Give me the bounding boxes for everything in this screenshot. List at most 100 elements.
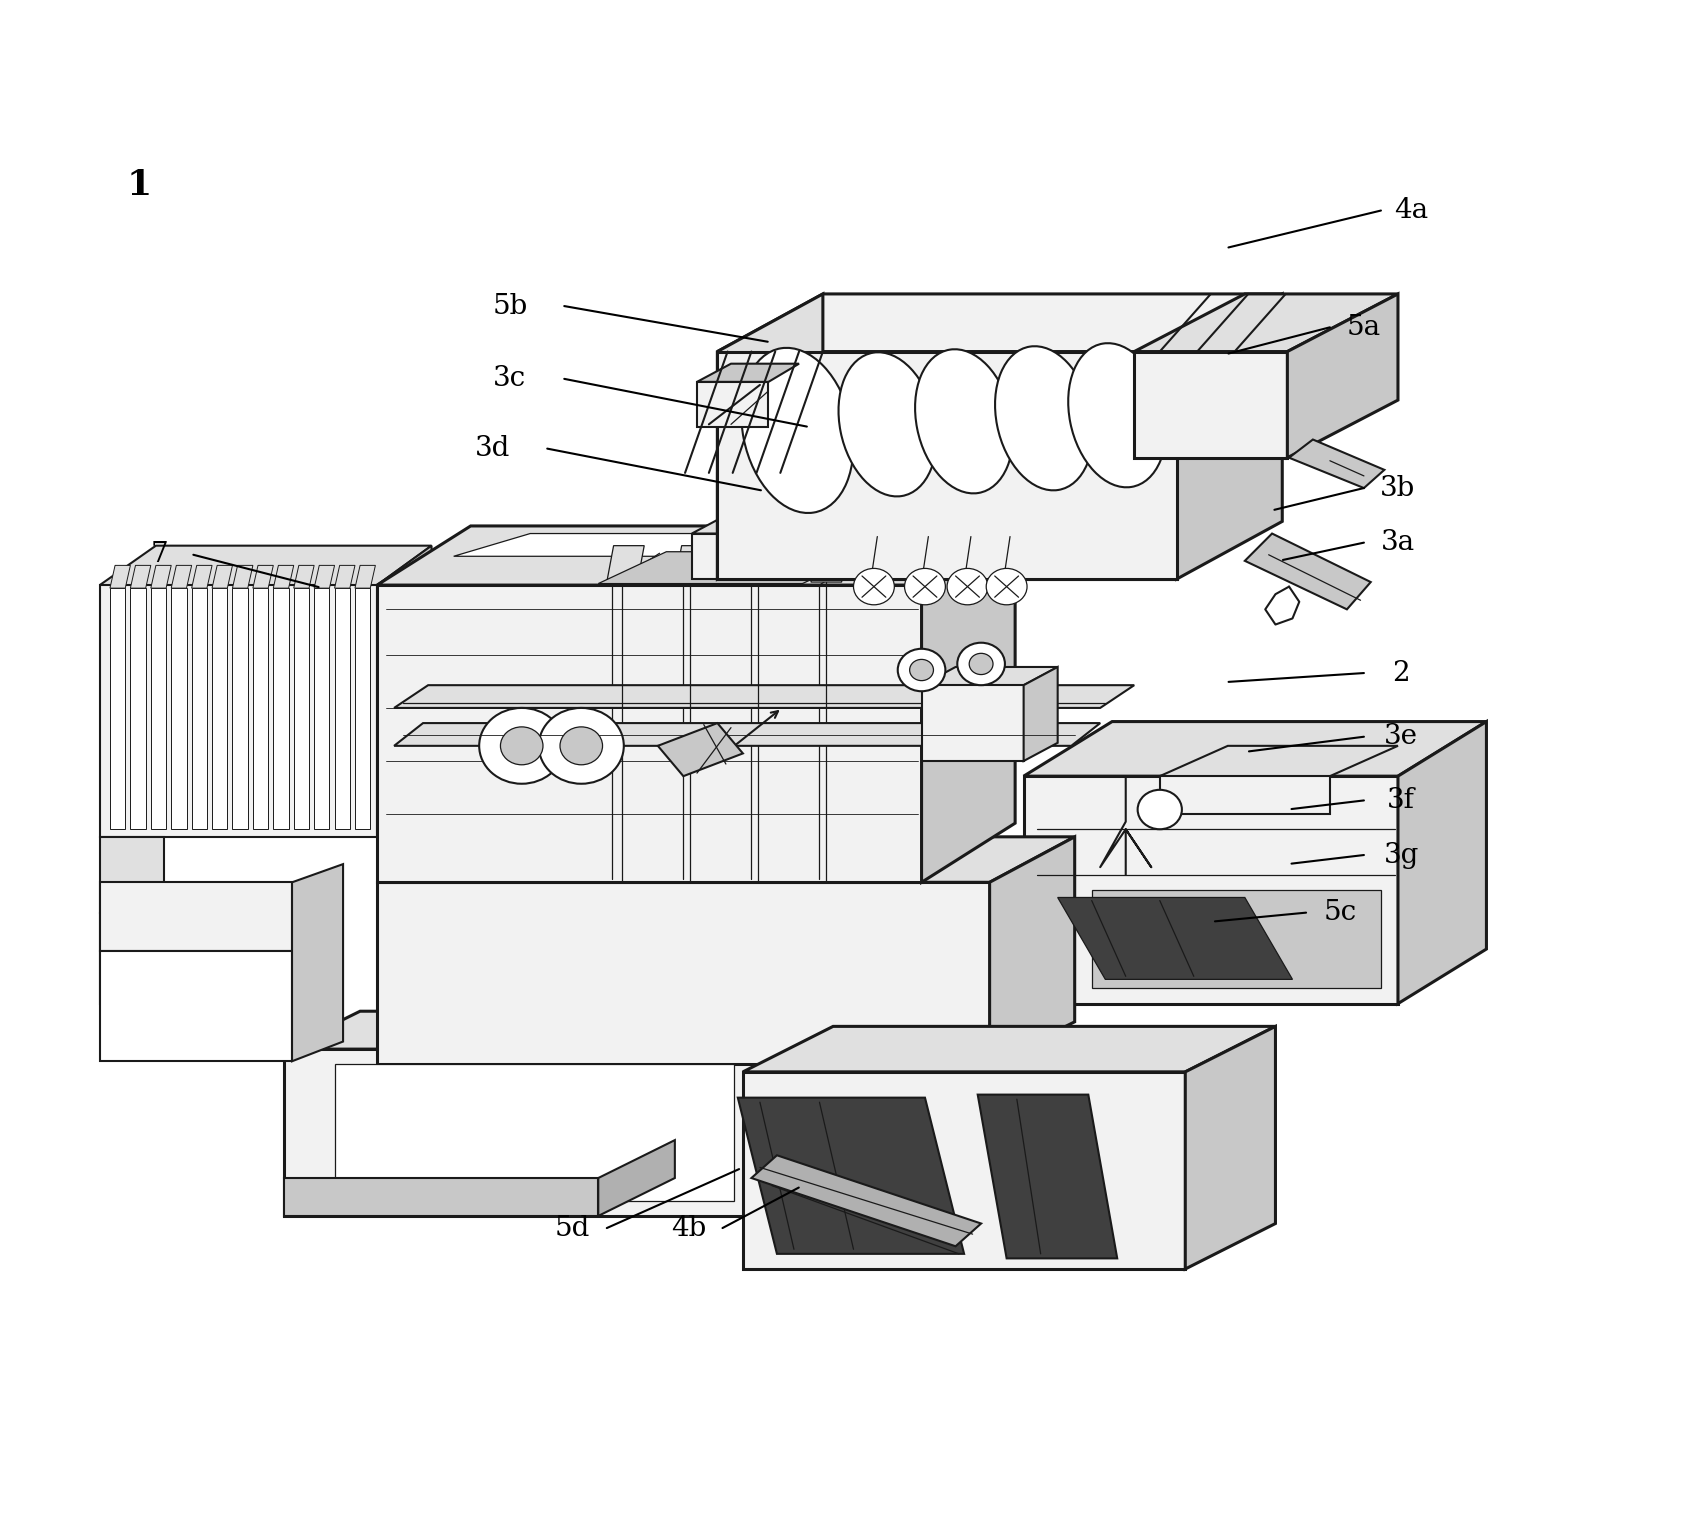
Polygon shape xyxy=(743,1026,1275,1071)
Polygon shape xyxy=(253,565,273,587)
Polygon shape xyxy=(857,537,891,581)
Polygon shape xyxy=(171,565,191,587)
Polygon shape xyxy=(717,416,1282,473)
Polygon shape xyxy=(743,546,780,581)
Ellipse shape xyxy=(915,349,1014,493)
Circle shape xyxy=(854,568,894,604)
Polygon shape xyxy=(717,352,1176,578)
Polygon shape xyxy=(335,565,355,587)
Polygon shape xyxy=(283,1178,597,1216)
Polygon shape xyxy=(1024,721,1487,776)
Polygon shape xyxy=(717,294,823,578)
Polygon shape xyxy=(674,546,712,581)
Polygon shape xyxy=(314,587,329,829)
Text: 3e: 3e xyxy=(1384,723,1419,750)
Polygon shape xyxy=(1024,667,1058,761)
Polygon shape xyxy=(734,501,1058,527)
Circle shape xyxy=(987,568,1028,604)
Text: 4a: 4a xyxy=(1395,196,1429,224)
Polygon shape xyxy=(1244,534,1371,609)
Text: 5a: 5a xyxy=(1347,314,1381,341)
Polygon shape xyxy=(99,883,292,951)
Polygon shape xyxy=(1289,440,1384,489)
Polygon shape xyxy=(922,685,1024,761)
Polygon shape xyxy=(273,587,288,829)
Polygon shape xyxy=(1133,352,1287,458)
Polygon shape xyxy=(737,1097,964,1254)
Polygon shape xyxy=(597,552,871,583)
Polygon shape xyxy=(99,913,164,1003)
Ellipse shape xyxy=(741,349,854,513)
Text: 3b: 3b xyxy=(1381,475,1415,502)
Polygon shape xyxy=(691,489,1133,534)
Circle shape xyxy=(910,659,934,680)
Polygon shape xyxy=(1133,294,1398,352)
Polygon shape xyxy=(171,587,186,829)
Text: 5d: 5d xyxy=(555,1215,591,1242)
Polygon shape xyxy=(109,565,130,587)
Polygon shape xyxy=(191,565,212,587)
Polygon shape xyxy=(273,565,294,587)
Polygon shape xyxy=(811,546,848,581)
Polygon shape xyxy=(990,837,1075,1064)
Polygon shape xyxy=(377,584,922,883)
Polygon shape xyxy=(335,587,350,829)
Polygon shape xyxy=(377,883,990,1064)
Polygon shape xyxy=(1058,898,1292,979)
Polygon shape xyxy=(150,587,166,829)
Polygon shape xyxy=(191,587,207,829)
Polygon shape xyxy=(1398,721,1487,1003)
Polygon shape xyxy=(1159,776,1330,814)
Polygon shape xyxy=(294,565,314,587)
Polygon shape xyxy=(696,382,768,428)
Polygon shape xyxy=(657,723,743,776)
Polygon shape xyxy=(99,837,164,913)
Circle shape xyxy=(905,568,946,604)
Circle shape xyxy=(1139,791,1180,828)
Text: 2: 2 xyxy=(1393,659,1410,686)
Polygon shape xyxy=(1050,489,1133,578)
Circle shape xyxy=(947,568,988,604)
Polygon shape xyxy=(212,587,227,829)
Polygon shape xyxy=(717,294,1282,352)
Polygon shape xyxy=(394,685,1133,708)
Circle shape xyxy=(480,708,565,784)
Circle shape xyxy=(539,708,623,784)
Polygon shape xyxy=(355,565,376,587)
Polygon shape xyxy=(691,534,1050,578)
Circle shape xyxy=(898,648,946,691)
Polygon shape xyxy=(990,1011,1067,1216)
Polygon shape xyxy=(978,1094,1116,1259)
Ellipse shape xyxy=(838,352,937,496)
Polygon shape xyxy=(922,667,1058,685)
Circle shape xyxy=(560,728,603,764)
Polygon shape xyxy=(751,1155,982,1247)
Circle shape xyxy=(1137,790,1181,829)
Text: 1: 1 xyxy=(126,167,152,202)
Polygon shape xyxy=(283,1011,1067,1049)
Text: 3d: 3d xyxy=(475,435,510,463)
Polygon shape xyxy=(717,473,1176,578)
Polygon shape xyxy=(597,1140,674,1216)
Circle shape xyxy=(958,642,1005,685)
Polygon shape xyxy=(377,527,1016,584)
Polygon shape xyxy=(212,565,232,587)
Text: 3f: 3f xyxy=(1388,787,1415,814)
Polygon shape xyxy=(99,951,292,1061)
Polygon shape xyxy=(130,587,145,829)
Polygon shape xyxy=(922,527,1016,883)
Polygon shape xyxy=(696,364,799,382)
Polygon shape xyxy=(743,1071,1185,1269)
Text: 4b: 4b xyxy=(671,1215,707,1242)
Polygon shape xyxy=(150,565,171,587)
Polygon shape xyxy=(253,587,268,829)
Polygon shape xyxy=(454,534,913,556)
Polygon shape xyxy=(355,587,370,829)
Text: 3a: 3a xyxy=(1381,530,1415,556)
Text: 3g: 3g xyxy=(1384,842,1419,869)
Polygon shape xyxy=(99,584,377,837)
Polygon shape xyxy=(335,1064,734,1201)
Polygon shape xyxy=(908,537,942,581)
Polygon shape xyxy=(1185,1026,1275,1269)
Polygon shape xyxy=(232,565,253,587)
